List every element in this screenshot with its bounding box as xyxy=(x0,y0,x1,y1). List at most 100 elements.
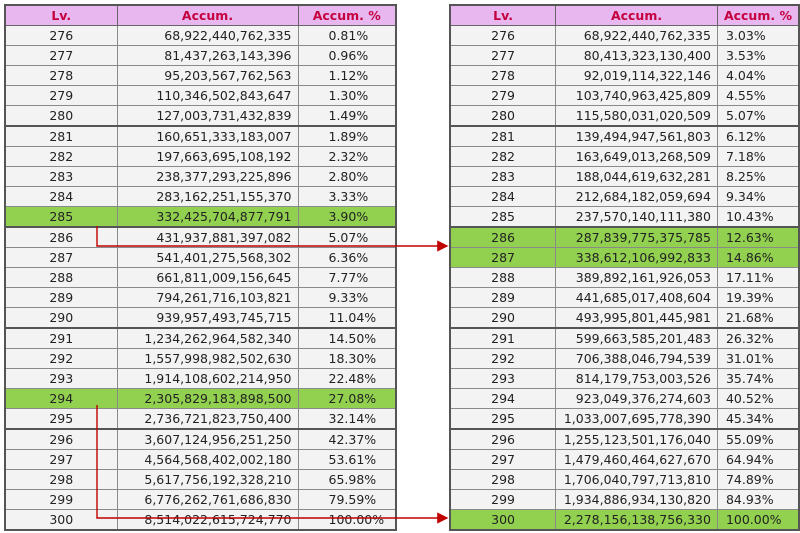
level-cell: 299 xyxy=(449,489,557,510)
accum-percent-cell: 27.08% xyxy=(297,388,397,409)
level-cell: 286 xyxy=(4,226,118,248)
table-row: 285 237,570,140,111,380 10.43% xyxy=(449,206,800,228)
accum-percent-cell: 74.89% xyxy=(716,469,800,490)
level-cell: 281 xyxy=(4,125,118,147)
level-cell: 288 xyxy=(449,267,557,288)
level-cell: 281 xyxy=(449,125,557,147)
accum-cell: 814,179,753,003,526 xyxy=(555,368,718,389)
level-cell: 293 xyxy=(449,368,557,389)
accum-percent-cell: 1.49% xyxy=(297,105,397,127)
accum-percent-cell: 9.34% xyxy=(716,186,800,207)
accum-cell: 3,607,124,956,251,250 xyxy=(116,428,299,450)
level-cell: 298 xyxy=(4,469,118,490)
accum-cell: 389,892,161,926,053 xyxy=(555,267,718,288)
accum-cell: 661,811,009,156,645 xyxy=(116,267,299,288)
accum-percent-cell: 2.80% xyxy=(297,166,397,187)
header-accum: Accum. xyxy=(116,4,299,26)
level-cell: 276 xyxy=(4,25,118,46)
table-row: 281 139,494,947,561,803 6.12% xyxy=(449,125,800,147)
accum-percent-cell: 53.61% xyxy=(297,449,397,470)
accum-percent-cell: 9.33% xyxy=(297,287,397,308)
accum-percent-cell: 65.98% xyxy=(297,469,397,490)
accum-cell: 2,305,829,183,898,500 xyxy=(116,388,299,409)
accum-cell: 2,278,156,138,756,330 xyxy=(555,509,718,531)
table-row: 297 4,564,568,402,002,180 53.61% xyxy=(4,449,397,470)
accum-cell: 431,937,881,397,082 xyxy=(116,226,299,248)
accum-percent-cell: 14.50% xyxy=(297,327,397,349)
header-level: Lv. xyxy=(4,4,118,26)
accum-cell: 541,401,275,568,302 xyxy=(116,247,299,268)
accum-cell: 163,649,013,268,509 xyxy=(555,146,718,167)
accum-cell: 110,346,502,843,647 xyxy=(116,85,299,106)
accum-percent-cell: 64.94% xyxy=(716,449,800,470)
accum-percent-cell: 1.89% xyxy=(297,125,397,147)
accum-cell: 5,617,756,192,328,210 xyxy=(116,469,299,490)
header-row: Lv. Accum. Accum. % xyxy=(4,4,397,26)
accum-percent-cell: 55.09% xyxy=(716,428,800,450)
accum-cell: 103,740,963,425,809 xyxy=(555,85,718,106)
table-row: 280 115,580,031,020,509 5.07% xyxy=(449,105,800,127)
table-row: 298 5,617,756,192,328,210 65.98% xyxy=(4,469,397,490)
table-row: 299 1,934,886,934,130,820 84.93% xyxy=(449,489,800,510)
accum-percent-cell: 26.32% xyxy=(716,327,800,349)
accum-percent-cell: 2.32% xyxy=(297,146,397,167)
accum-cell: 4,564,568,402,002,180 xyxy=(116,449,299,470)
level-cell: 286 xyxy=(449,226,557,248)
accum-percent-cell: 1.30% xyxy=(297,85,397,106)
level-cell: 296 xyxy=(4,428,118,450)
table-row: 293 814,179,753,003,526 35.74% xyxy=(449,368,800,389)
accum-cell: 599,663,585,201,483 xyxy=(555,327,718,349)
accum-cell: 160,651,333,183,007 xyxy=(116,125,299,147)
level-cell: 280 xyxy=(4,105,118,127)
level-cell: 291 xyxy=(449,327,557,349)
level-cell: 277 xyxy=(4,45,118,66)
level-cell: 289 xyxy=(449,287,557,308)
table-row: 300 8,514,022,615,724,770 100.00% xyxy=(4,509,397,531)
accum-percent-cell: 22.48% xyxy=(297,368,397,389)
accum-percent-cell: 84.93% xyxy=(716,489,800,510)
level-cell: 277 xyxy=(449,45,557,66)
accum-percent-cell: 7.77% xyxy=(297,267,397,288)
left-table: Lv. Accum. Accum. % 276 68,922,440,762,33… xyxy=(4,4,397,531)
header-row: Lv. Accum. Accum. % xyxy=(449,4,800,26)
accum-percent-cell: 4.55% xyxy=(716,85,800,106)
table-row: 298 1,706,040,797,713,810 74.89% xyxy=(449,469,800,490)
right-table: Lv. Accum. Accum. % 276 68,922,440,762,33… xyxy=(449,4,800,531)
table-row: 294 2,305,829,183,898,500 27.08% xyxy=(4,388,397,409)
level-cell: 285 xyxy=(449,206,557,228)
level-cell: 294 xyxy=(449,388,557,409)
accum-percent-cell: 32.14% xyxy=(297,408,397,430)
table-row: 287 338,612,106,992,833 14.86% xyxy=(449,247,800,268)
accum-percent-cell: 3.03% xyxy=(716,25,800,46)
table-row: 294 923,049,376,274,603 40.52% xyxy=(449,388,800,409)
accum-percent-cell: 10.43% xyxy=(716,206,800,228)
table-row: 289 441,685,017,408,604 19.39% xyxy=(449,287,800,308)
accum-cell: 6,776,262,761,686,830 xyxy=(116,489,299,510)
accum-percent-cell: 6.36% xyxy=(297,247,397,268)
accum-percent-cell: 3.90% xyxy=(297,206,397,228)
level-cell: 276 xyxy=(449,25,557,46)
accum-cell: 1,706,040,797,713,810 xyxy=(555,469,718,490)
level-cell: 300 xyxy=(4,509,118,531)
level-cell: 284 xyxy=(449,186,557,207)
level-cell: 287 xyxy=(4,247,118,268)
level-cell: 282 xyxy=(4,146,118,167)
header-level: Lv. xyxy=(449,4,557,26)
accum-percent-cell: 6.12% xyxy=(716,125,800,147)
table-row: 282 197,663,695,108,192 2.32% xyxy=(4,146,397,167)
accum-cell: 1,234,262,964,582,340 xyxy=(116,327,299,349)
table-row: 284 212,684,182,059,694 9.34% xyxy=(449,186,800,207)
accum-cell: 338,612,106,992,833 xyxy=(555,247,718,268)
level-cell: 279 xyxy=(449,85,557,106)
accum-cell: 1,557,998,982,502,630 xyxy=(116,348,299,369)
table-row: 279 103,740,963,425,809 4.55% xyxy=(449,85,800,106)
accum-percent-cell: 79.59% xyxy=(297,489,397,510)
accum-cell: 95,203,567,762,563 xyxy=(116,65,299,86)
level-cell: 284 xyxy=(4,186,118,207)
accum-cell: 1,914,108,602,214,950 xyxy=(116,368,299,389)
accum-cell: 139,494,947,561,803 xyxy=(555,125,718,147)
accum-cell: 283,162,251,155,370 xyxy=(116,186,299,207)
accum-percent-cell: 14.86% xyxy=(716,247,800,268)
accum-percent-cell: 100.00% xyxy=(716,509,800,531)
accum-cell: 81,437,263,143,396 xyxy=(116,45,299,66)
